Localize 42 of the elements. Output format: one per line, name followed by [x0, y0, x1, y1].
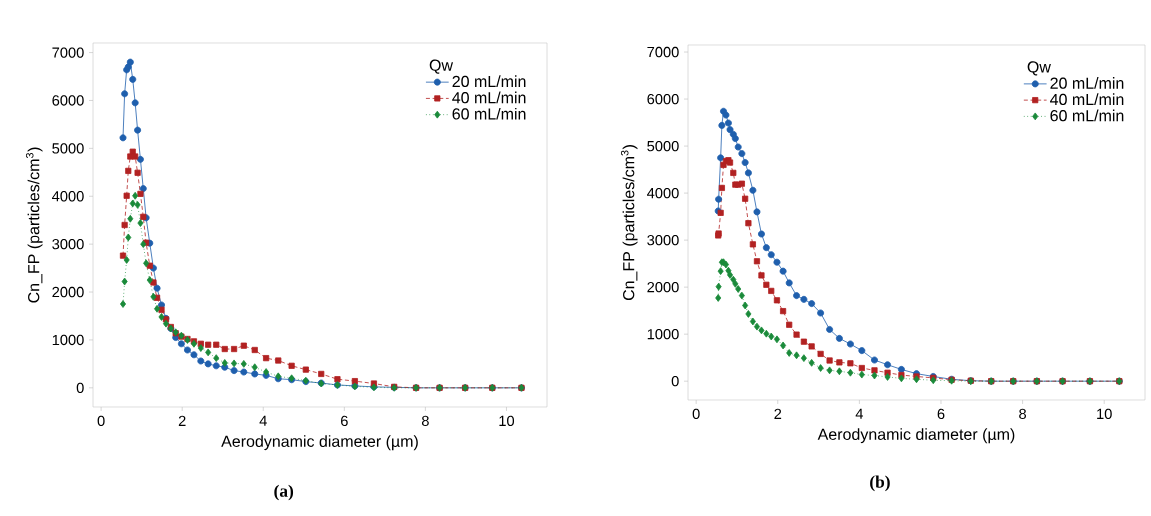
x-tick-label: 8 [1019, 408, 1027, 420]
y-tick-label: 3000 [647, 234, 679, 246]
x-tick-label: 6 [937, 408, 945, 420]
legend-label: 20 mL/min [452, 75, 526, 88]
x-tick-label: 4 [259, 415, 267, 426]
y-tick-label: 6000 [52, 95, 84, 106]
y-tick-label: 6000 [647, 93, 679, 105]
legend-label: 20 mL/min [1050, 77, 1124, 89]
x-tick-label: 10 [1097, 408, 1112, 420]
x-tick-label: 0 [97, 415, 105, 427]
x-tick-label: 2 [178, 415, 186, 426]
text: (a) [274, 484, 294, 501]
legend-title: Qw [429, 59, 454, 74]
y-tick-label: 1000 [647, 328, 679, 340]
x-tick-label: 4 [855, 408, 864, 419]
y-tick-label: 4000 [52, 191, 84, 202]
y-tick-label: 1000 [52, 334, 84, 346]
y-axis-title: Cn_FP (particles/cm$^{3}$) [25, 147, 43, 303]
x-tick-label: 0 [692, 408, 700, 420]
y-tick-label: 0 [76, 382, 84, 394]
y-tick-label: 2000 [647, 281, 679, 293]
legend-label: 60 mL/min [1050, 109, 1124, 122]
y-tick-label: 5000 [52, 143, 84, 154]
legend-label: 40 mL/min [1050, 93, 1124, 106]
y-tick-label: 5000 [647, 140, 679, 152]
y-tick-label: 7000 [647, 46, 679, 58]
legend-label: 60 mL/min [452, 107, 526, 120]
y-axis-title: Cn_FP (particles/cm$^{3}$) [620, 145, 638, 301]
x-tick-label: 2 [774, 408, 782, 419]
legend-title: Qw [1027, 61, 1051, 76]
y-tick-label: 3000 [52, 238, 84, 250]
y-tick-label: 2000 [52, 286, 84, 298]
x-tick-label: 10 [499, 415, 515, 427]
text: (b) [870, 475, 890, 492]
legend-label: 40 mL/min [452, 91, 526, 104]
x-tick-label: 6 [341, 415, 348, 427]
y-tick-label: 0 [671, 376, 679, 387]
y-tick-label: 7000 [52, 47, 84, 58]
x-tick-label: 8 [421, 415, 429, 427]
x-axis-title: Aerodynamic diameter (µm) [221, 435, 418, 451]
y-tick-label: 4000 [647, 187, 679, 199]
x-axis-title: Aerodynamic diameter (µm) [817, 428, 1015, 444]
